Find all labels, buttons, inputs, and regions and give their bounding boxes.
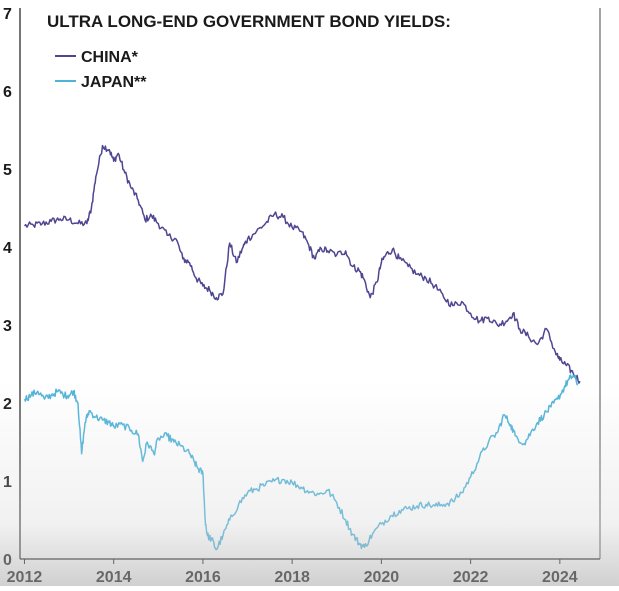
y-tick-label: 6	[3, 84, 12, 101]
legend-label-japan: JAPAN**	[81, 74, 147, 91]
x-tick-label: 2018	[274, 569, 310, 586]
y-tick-label: 0	[3, 552, 12, 569]
y-tick-label: 4	[3, 240, 12, 257]
y-tick-label: 3	[3, 318, 12, 335]
y-axis-ticks: 0 1 2 3 4 5 6 7	[3, 6, 12, 569]
x-axis-ticks: 2012 2014 2016 2018 2020 2022 2024	[7, 559, 578, 586]
x-tick-label: 2022	[453, 569, 489, 586]
x-tick-label: 2024	[542, 569, 578, 586]
x-tick-label: 2012	[7, 569, 43, 586]
x-tick-label: 2020	[364, 569, 400, 586]
y-tick-label: 2	[3, 396, 12, 413]
series-line-japan	[23, 374, 579, 551]
chart-title: ULTRA LONG-END GOVERNMENT BOND YIELDS:	[47, 12, 451, 31]
x-tick-label: 2014	[96, 569, 132, 586]
legend-label-china: CHINA*	[81, 49, 139, 66]
y-tick-label: 7	[3, 6, 12, 23]
legend: CHINA* JAPAN**	[55, 49, 147, 91]
y-tick-label: 5	[3, 162, 12, 179]
y-tick-label: 1	[3, 474, 12, 491]
x-tick-label: 2016	[185, 569, 221, 586]
series	[23, 144, 581, 551]
series-line-china	[23, 144, 581, 384]
